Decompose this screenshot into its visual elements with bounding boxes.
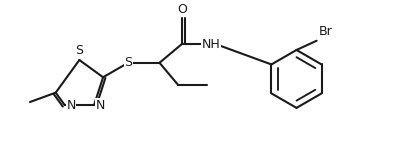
Text: S: S [124, 56, 132, 69]
Text: N: N [96, 99, 105, 112]
Text: NH: NH [201, 38, 220, 51]
Text: S: S [75, 44, 84, 57]
Text: Br: Br [319, 24, 332, 38]
Text: O: O [177, 3, 187, 16]
Text: N: N [67, 99, 76, 112]
